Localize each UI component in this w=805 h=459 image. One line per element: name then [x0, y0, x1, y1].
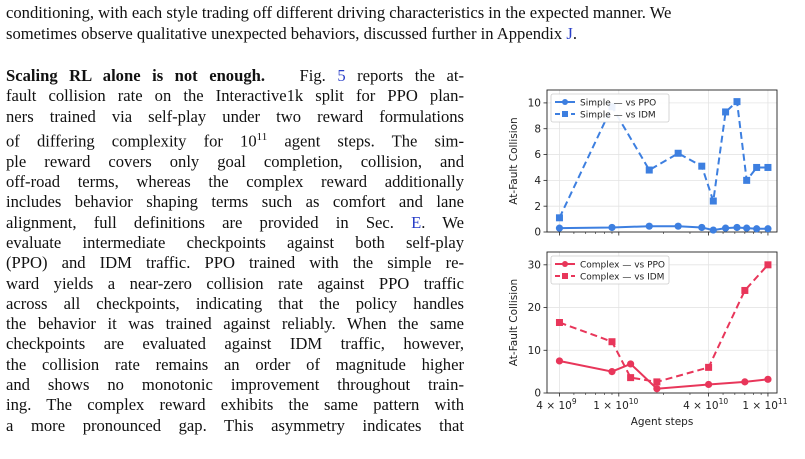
paragraph-line: ners trained via self-play under two rew… [6, 106, 464, 126]
axes-frame [546, 89, 778, 233]
legend-marker [562, 111, 568, 117]
data-point [653, 385, 661, 393]
paragraph-line: the collision rate remains an order of m… [6, 354, 464, 374]
data-point [674, 149, 682, 157]
paragraph-line: Scaling RL alone is not enough. Fig. 5 r… [6, 66, 464, 85]
x-tick-label: 4 × 109 [536, 397, 577, 412]
top-line-2-text: sometimes observe qualitative unexpected… [6, 24, 567, 43]
data-point [743, 176, 751, 184]
series-line [558, 99, 768, 219]
x-tick-label: 1 × 1011 [742, 397, 787, 412]
paragraph-line: evaluate intermediate checkpoints agains… [6, 232, 464, 252]
data-point [764, 261, 772, 269]
x-axis-label: Agent steps [631, 416, 694, 428]
data-point [733, 223, 741, 232]
x-tick-label: 4 × 1010 [683, 397, 728, 412]
data-point [627, 374, 635, 382]
reference-link[interactable]: 5 [337, 66, 346, 85]
top-text-line-1: conditioning, with each style trading of… [6, 3, 671, 23]
data-point [555, 357, 564, 365]
chart-panel-1: 0 2 4 6 8 10 At-Fault Collision Simple — vs PPO… [508, 89, 778, 239]
paragraph-line: (PPO) and IDM traffic. PPO trained with … [6, 253, 464, 273]
legend-label: Simple — vs IDM [580, 110, 656, 120]
data-point [645, 166, 653, 174]
y-tick-label: 6 [534, 149, 541, 161]
data-point [764, 225, 772, 233]
legend-marker [562, 99, 568, 105]
data-point [555, 319, 563, 326]
y-tick-label: 30 [528, 259, 541, 271]
data-point [627, 360, 635, 368]
paragraph-line: off-road terms, whereas the complex rewa… [6, 172, 464, 192]
y-tick-label: 0 [534, 388, 541, 400]
paragraph-line: a more pronounced gap. This asymmetry in… [6, 415, 464, 435]
y-axis-label: At-Fault Collision [508, 117, 520, 204]
data-point [743, 224, 751, 232]
data-point [764, 375, 772, 383]
data-point [721, 224, 730, 232]
legend-box [550, 255, 670, 285]
y-tick-label: 0 [534, 227, 541, 239]
exponent: 11 [256, 130, 268, 143]
paragraph-line: the behavior it was trained against reli… [6, 314, 464, 334]
reference-link[interactable]: E [411, 212, 422, 232]
y-tick-label: 20 [528, 302, 541, 314]
axes-frame [546, 251, 778, 394]
data-point [698, 162, 706, 170]
legend-label: Simple — vs PPO [580, 98, 656, 108]
data-point [741, 378, 749, 386]
paragraph-line: ple reward covers only goal completion, … [6, 151, 464, 171]
data-point [741, 286, 749, 294]
data-point [555, 214, 563, 222]
data-point [704, 380, 713, 389]
top-line-1-text: conditioning, with each style trading of… [6, 3, 672, 22]
data-point [733, 98, 741, 106]
legend-box [550, 93, 670, 123]
paragraph-line: of differing complexity for 1011 agent s… [6, 130, 464, 151]
data-point [698, 223, 706, 232]
data-point [608, 368, 616, 376]
y-tick-label: 8 [534, 123, 541, 135]
data-point [608, 223, 616, 232]
paragraph-line: and shows no monotonic improvement throu… [6, 374, 464, 394]
data-point [705, 363, 713, 371]
paragraph-line: across all checkpoints, indicating that … [6, 293, 464, 313]
top-text-line-2: sometimes observe qualitative unexpected… [6, 24, 577, 44]
paragraph-line: checkpoints are evaluated against IDM tr… [6, 334, 464, 354]
figure-5: 0 2 4 6 8 10 At-Fault Collision Simple — vs PPO… [508, 89, 788, 428]
data-point [764, 163, 772, 171]
paragraph-line: ing. The complex reward exhibits the sam… [6, 395, 464, 415]
paragraph-line: includes behavior shaping terms such as … [6, 192, 464, 212]
legend-label: Complex — vs IDM [580, 272, 664, 282]
legend-marker [562, 273, 568, 279]
data-point [555, 224, 564, 232]
top-line-2-end: . [572, 24, 577, 43]
paragraph: Scaling RL alone is not enough. Fig. 5 r… [6, 66, 464, 436]
y-tick-label: 10 [528, 98, 541, 110]
paragraph-heading: Scaling RL alone is not enough. [6, 66, 266, 85]
legend-marker [562, 261, 568, 267]
y-tick-label: 4 [534, 175, 541, 187]
y-tick-label: 2 [534, 201, 541, 213]
data-point [709, 197, 717, 205]
legend-label: Complex — vs PPO [580, 260, 665, 270]
data-point [722, 108, 730, 116]
data-point [674, 222, 682, 230]
data-point [753, 163, 761, 171]
y-tick-label: 10 [528, 345, 541, 357]
appendix-j-link[interactable]: J [566, 24, 573, 43]
paragraph-line: ward yields a near-zero collision rate a… [6, 273, 464, 293]
paragraph-line: fault collision rate on the Interactive1… [6, 86, 464, 106]
x-tick-label: 1 × 1010 [593, 397, 638, 412]
paragraph-line: alignment, full definitions are provided… [6, 212, 465, 232]
y-axis-label: At-Fault Collision [508, 279, 520, 366]
data-point [709, 226, 717, 234]
data-point [608, 338, 616, 346]
data-point [645, 222, 653, 230]
chart-panel-2: 0 10 20 30 At-Fault Collision Complex — vs PP… [508, 251, 788, 428]
data-point [753, 225, 761, 233]
data-point [653, 378, 661, 386]
